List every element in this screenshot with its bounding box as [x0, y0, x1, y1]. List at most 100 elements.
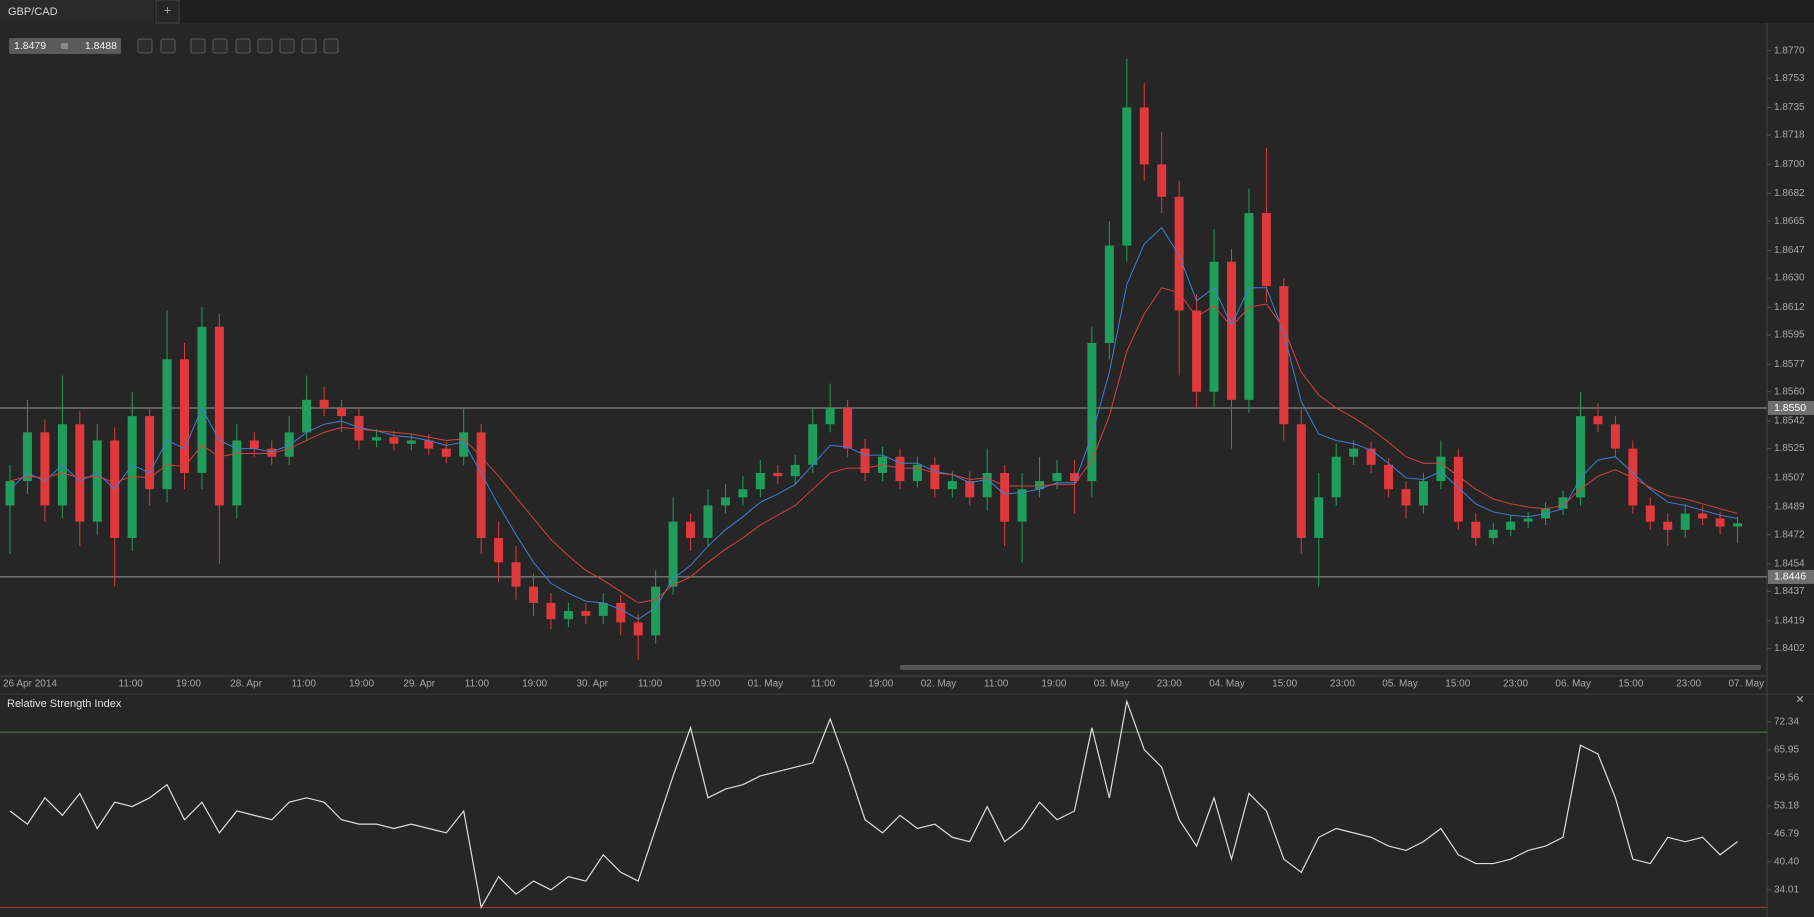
rsi-title: Relative Strength Index	[7, 698, 122, 710]
candle-body	[860, 448, 870, 473]
y-tick-label: 53.18	[1774, 800, 1799, 811]
candle-body	[92, 440, 102, 522]
x-tick-label: 23:00	[1503, 679, 1528, 690]
candle-body	[930, 464, 940, 490]
candle-body	[127, 416, 137, 538]
y-tick-label: 59.56	[1774, 772, 1799, 783]
candle-body	[1645, 505, 1655, 522]
close-pane-button[interactable]: ✕	[1795, 694, 1804, 706]
candle-body	[1331, 456, 1341, 498]
candle-body	[982, 472, 992, 498]
price-level-badge	[1768, 569, 1814, 584]
candle-body	[843, 407, 853, 449]
candle-body	[1087, 343, 1097, 482]
candle-body	[720, 497, 730, 506]
indicators-button[interactable]	[235, 38, 251, 54]
candle-body	[529, 586, 538, 603]
y-tick-label: 1.8437	[1774, 586, 1805, 597]
x-tick-label: 19:00	[1041, 679, 1066, 690]
candle-body	[1244, 213, 1254, 400]
scrollbar[interactable]	[900, 665, 1761, 670]
y-tick-label: 1.8682	[1774, 188, 1805, 199]
x-tick-label: 11:00	[119, 679, 144, 690]
new-tab-button[interactable]	[155, 0, 180, 24]
zoom-in-button[interactable]	[160, 38, 176, 54]
candle-body	[1261, 213, 1271, 287]
candle-body	[1227, 261, 1236, 400]
x-tick-label: 19:00	[522, 679, 547, 690]
x-tick-label: 03. May	[1094, 679, 1130, 690]
candle-body	[232, 440, 242, 506]
candle-body	[1349, 448, 1359, 457]
new-tab-icon: +	[164, 2, 172, 17]
price-level-label: 1.8550	[1774, 402, 1806, 414]
x-tick-label: 11:00	[638, 679, 663, 690]
x-tick-label: 11:00	[292, 679, 317, 690]
candle-body	[1052, 472, 1062, 482]
x-tick-label: 01. May	[748, 679, 784, 690]
y-tick-label: 1.8525	[1774, 443, 1805, 454]
candle-body	[1418, 481, 1428, 506]
candle-body	[825, 407, 835, 425]
y-tick-label: 1.8454	[1774, 559, 1805, 570]
candle-body	[686, 521, 696, 538]
x-tick-label: 15:00	[1445, 679, 1470, 690]
x-tick-label: 19:00	[695, 679, 720, 690]
candle-body	[563, 611, 573, 620]
candle-body	[441, 448, 451, 457]
candle-body	[1209, 261, 1219, 392]
candle-body	[1366, 448, 1376, 465]
template-button[interactable]	[257, 38, 273, 54]
candle-body	[476, 432, 486, 538]
candle-body	[912, 464, 922, 482]
y-tick-label: 72.34	[1774, 717, 1799, 728]
candle-body	[1506, 521, 1516, 530]
candle-body	[302, 399, 312, 433]
y-tick-label: 1.8647	[1774, 245, 1805, 256]
y-tick-label: 1.8542	[1774, 416, 1805, 427]
candle-body	[145, 416, 155, 490]
candle-body	[1314, 497, 1324, 538]
x-tick-label: 19:00	[868, 679, 893, 690]
candle-body	[1471, 521, 1481, 538]
candle-body	[668, 521, 678, 587]
candle-body	[162, 359, 172, 490]
zoom-out-button[interactable]	[137, 38, 153, 54]
x-tick-label: 19:00	[176, 679, 201, 690]
chart-type-button[interactable]	[212, 38, 228, 54]
candle-body	[633, 622, 643, 636]
toolbar	[137, 38, 339, 54]
draw-button[interactable]	[301, 38, 317, 54]
candle-body	[773, 472, 783, 477]
x-tick-label: 11:00	[811, 679, 836, 690]
candle-body	[371, 437, 381, 441]
candle-body	[808, 424, 818, 465]
plot: 1.8770 1.8753 1.8735 1.8718 1.8700 1.8682 1.86…	[0, 45, 1814, 910]
x-tick-label: 11:00	[984, 679, 1009, 690]
candle-body	[424, 440, 434, 449]
candle-body	[965, 481, 975, 498]
attach-button[interactable]	[279, 38, 295, 54]
candle-body	[738, 489, 748, 498]
y-tick-label: 1.8735	[1774, 102, 1805, 113]
candle-body	[40, 432, 50, 506]
candle-body	[459, 432, 469, 457]
x-tick-label: 15:00	[1618, 679, 1643, 690]
moving-average-line	[9, 226, 1738, 620]
x-tick-label: 11:00	[465, 679, 490, 690]
candle-body	[616, 602, 626, 623]
candle-body	[895, 456, 905, 482]
x-tick-label: 02. May	[921, 679, 957, 690]
pen-button[interactable]	[323, 38, 339, 54]
symbol-tab[interactable]	[0, 0, 154, 23]
timeframe-button[interactable]	[190, 38, 206, 54]
rsi-line	[9, 699, 1738, 910]
x-tick-label: 29. Apr	[403, 679, 435, 690]
y-tick-label: 1.8507	[1774, 472, 1805, 483]
x-tick-label: 15:00	[1272, 679, 1297, 690]
candle-body	[1279, 286, 1289, 425]
x-tick-label: 28. Apr	[230, 679, 262, 690]
candle-body	[267, 448, 277, 457]
price-level-label: 1.8446	[1774, 571, 1806, 583]
